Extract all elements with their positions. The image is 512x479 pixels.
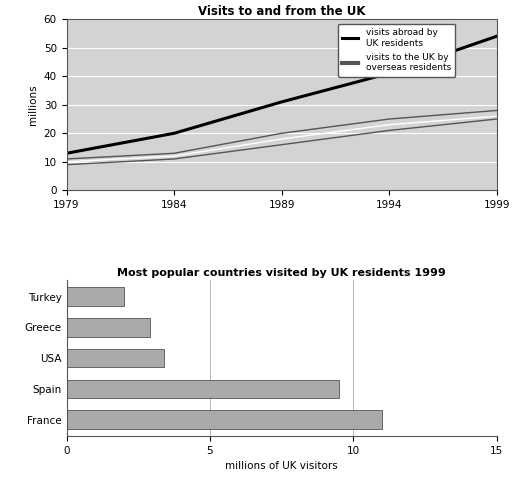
visits abroad by
UK residents — [494, 34, 500, 39]
Title: Most popular countries visited by UK residents 1999: Most popular countries visited by UK res… — [117, 268, 446, 278]
Line: visits abroad by
UK residents: visits abroad by UK residents — [67, 36, 497, 153]
Bar — [67, 379, 339, 398]
Title: Visits to and from the UK: Visits to and from the UK — [198, 5, 366, 18]
Bar — [67, 318, 150, 337]
visits abroad by
UK residents — [279, 99, 285, 105]
Bar — [67, 411, 382, 429]
X-axis label: millions of UK visitors: millions of UK visitors — [225, 461, 338, 471]
Bar — [67, 349, 164, 367]
visits abroad by
UK residents — [171, 130, 177, 136]
Legend: visits abroad by
UK residents, visits to the UK by
overseas residents: visits abroad by UK residents, visits to… — [338, 23, 456, 77]
Bar — [67, 287, 124, 306]
Y-axis label: millions: millions — [28, 84, 38, 125]
visits abroad by
UK residents — [63, 150, 70, 156]
visits abroad by
UK residents — [386, 70, 392, 76]
